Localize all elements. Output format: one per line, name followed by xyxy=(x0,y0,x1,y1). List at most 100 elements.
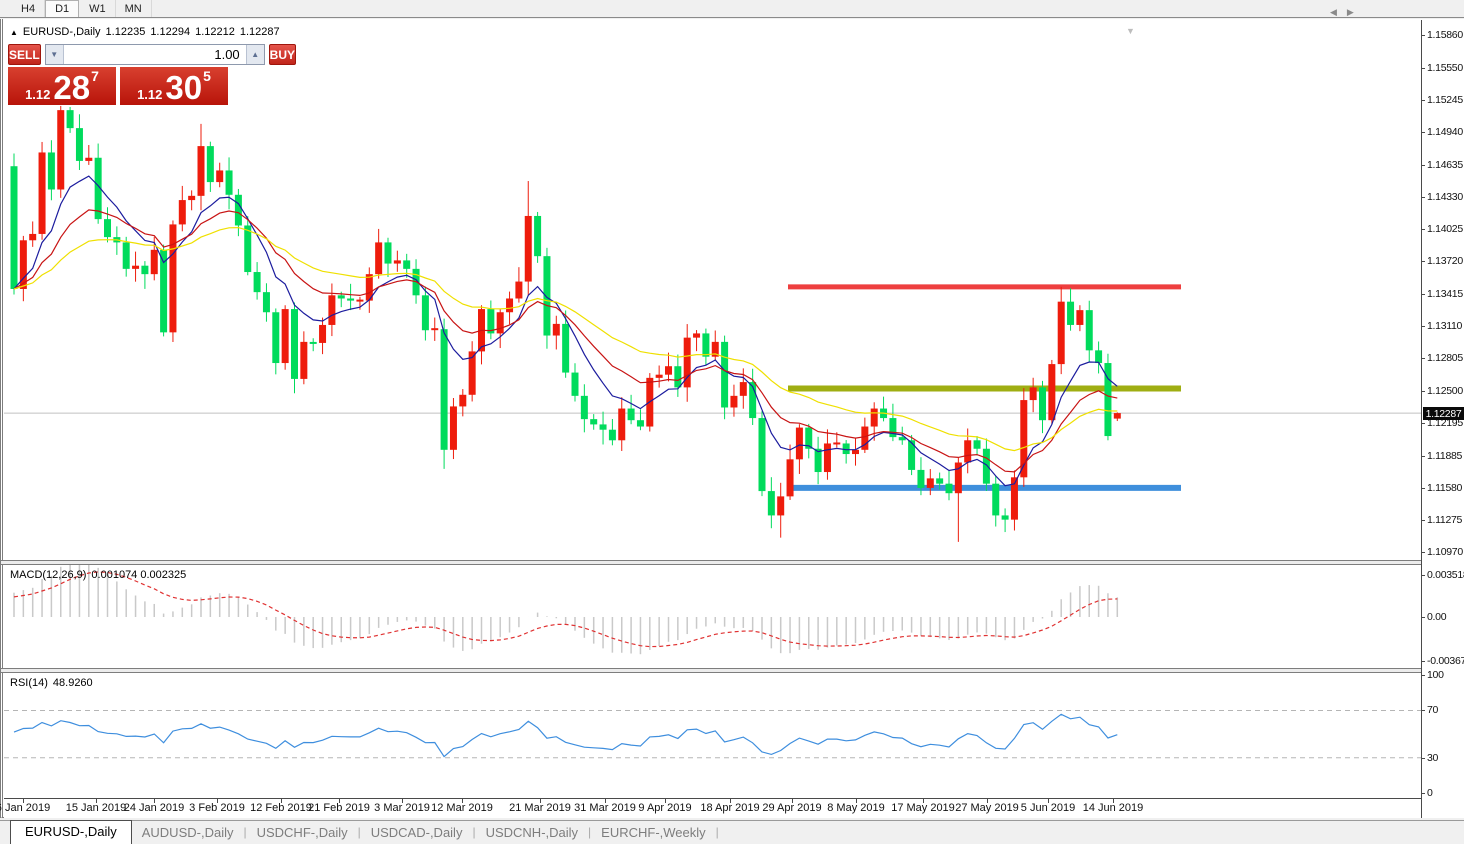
time-axis-tick xyxy=(923,799,924,803)
price-axis-label: 1.14330 xyxy=(1427,190,1463,203)
current-price-badge: 1.12287 xyxy=(1423,407,1464,421)
collapse-panel-icon[interactable]: ▲ xyxy=(10,27,18,37)
tab-separator: | xyxy=(472,825,476,839)
main-chart-canvas[interactable] xyxy=(4,20,1421,560)
time-axis-tick xyxy=(987,799,988,803)
price-axis-label: 1.12805 xyxy=(1427,352,1463,365)
axis-tick xyxy=(1422,196,1425,198)
macd-title: MACD(12,26,9) 0.001074 0.002325 xyxy=(10,569,186,581)
price-axis-label: 100 xyxy=(1427,669,1444,681)
price-axis-label: 1.11885 xyxy=(1427,449,1463,462)
axis-tick xyxy=(1422,164,1425,166)
buy-price-quote[interactable]: 1.12 30 5 xyxy=(120,67,228,105)
timeframe-button-h4[interactable]: H4 xyxy=(12,0,46,17)
rsi-label: RSI(14) xyxy=(10,677,48,689)
volume-input[interactable] xyxy=(63,45,246,64)
date-axis-label: 27 May 2019 xyxy=(955,802,1019,814)
buy-button[interactable]: BUY xyxy=(268,44,297,65)
timeframe-toolbar: H4 D1 W1 MN xyxy=(0,0,1464,18)
buy-price-point: 5 xyxy=(203,68,211,84)
sell-button[interactable]: SELL xyxy=(8,44,41,65)
ohlc-close: 1.12287 xyxy=(239,26,280,38)
time-axis-tick xyxy=(23,799,24,803)
axis-tick xyxy=(1422,675,1425,676)
axis-tick xyxy=(1422,293,1425,295)
chart-shift-marker-icon[interactable]: ▼ xyxy=(1126,26,1135,36)
time-axis-tick xyxy=(665,799,666,803)
buy-price-prefix: 1.12 xyxy=(137,87,163,102)
price-axis-label: 1.14635 xyxy=(1427,158,1463,171)
time-axis-tick xyxy=(1048,799,1049,803)
price-axis-label: 1.13720 xyxy=(1427,255,1463,268)
date-axis-label: 14 Jun 2019 xyxy=(1082,802,1144,814)
buy-price-pips: 30 xyxy=(165,68,203,106)
axis-tick xyxy=(1422,574,1425,576)
axis-tick xyxy=(1422,261,1425,263)
price-axis-label: 1.14940 xyxy=(1427,126,1463,139)
timeframe-button-d1[interactable]: D1 xyxy=(45,0,80,17)
date-axis-label: 29 Apr 2019 xyxy=(762,802,822,814)
price-axis-label: 1.10970 xyxy=(1427,546,1463,559)
tab-scroll-right-icon[interactable]: ▶ xyxy=(1346,7,1354,17)
date-axis-label: 21 Mar 2019 xyxy=(509,802,571,814)
timeframe-button-w1[interactable]: W1 xyxy=(80,0,116,17)
tab-separator: | xyxy=(588,825,592,839)
date-axis-label: 3 Mar 2019 xyxy=(374,802,430,814)
axis-tick xyxy=(1422,132,1425,134)
macd-panel-canvas[interactable] xyxy=(4,565,1421,668)
chart-window xyxy=(0,19,1464,818)
time-axis-tick xyxy=(96,799,97,803)
axis-tick xyxy=(1422,390,1425,392)
price-axis-label: 1.15860 xyxy=(1427,29,1463,41)
panel-splitter[interactable] xyxy=(1,560,1464,565)
axis-tick xyxy=(1422,710,1425,712)
tab-separator: | xyxy=(243,825,247,839)
date-axis-label: 21 Feb 2019 xyxy=(308,802,370,814)
price-axis[interactable]: 1.15860 1.15550 1.15245 1.14940 1.14635 1.143… xyxy=(1421,20,1464,818)
symbol-tab-usdcnh[interactable]: USDCNH-,Daily xyxy=(485,825,579,840)
axis-tick xyxy=(1422,660,1425,662)
price-axis-label: 0.003518 xyxy=(1427,568,1464,581)
volume-decrease-icon[interactable]: ▼ xyxy=(45,45,64,64)
macd-label: MACD(12,26,9) xyxy=(10,569,87,581)
volume-increase-icon[interactable]: ▲ xyxy=(245,45,264,64)
ohlc-open: 1.12235 xyxy=(105,26,146,38)
rsi-panel-canvas[interactable] xyxy=(4,673,1421,798)
price-axis-label: 1.15550 xyxy=(1427,61,1463,74)
axis-tick xyxy=(1422,552,1425,554)
time-axis[interactable]: 6 Jan 2019 15 Jan 2019 24 Jan 2019 3 Feb 20… xyxy=(0,798,1421,818)
timeframe-button-mn[interactable]: MN xyxy=(116,0,152,17)
symbol-tab-eurchf[interactable]: EURCHF-,Weekly xyxy=(601,825,706,840)
date-axis-label: 31 Mar 2019 xyxy=(574,802,636,814)
axis-tick xyxy=(1422,520,1425,522)
symbol-tab-usdcad[interactable]: USDCAD-,Daily xyxy=(370,825,463,840)
axis-tick xyxy=(1422,358,1425,360)
volume-stepper: ▼ ▲ xyxy=(44,44,265,65)
axis-tick xyxy=(1422,793,1425,795)
tab-scroll-left-icon[interactable]: ◀ xyxy=(1330,7,1337,17)
ma-line-slow-ema xyxy=(13,226,1118,452)
symbol-tab-audusd[interactable]: AUDUSD-,Daily xyxy=(141,825,234,840)
axis-tick xyxy=(1422,229,1425,231)
time-axis-tick xyxy=(1113,799,1114,803)
time-axis-tick xyxy=(402,799,403,803)
candle-series xyxy=(10,105,1121,542)
time-axis-tick xyxy=(281,799,282,803)
panel-splitter[interactable] xyxy=(1,668,1464,673)
sell-price-quote[interactable]: 1.12 28 7 xyxy=(8,67,116,105)
time-axis-tick xyxy=(856,799,857,803)
rsi-value: 48.9260 xyxy=(52,677,93,689)
price-axis-label: 1.14025 xyxy=(1427,223,1463,236)
symbol-tab-usdchf[interactable]: USDCHF-,Daily xyxy=(256,825,348,840)
rsi-title: RSI(14) 48.9260 xyxy=(10,677,93,689)
time-axis-tick xyxy=(217,799,218,803)
date-axis-label: 12 Mar 2019 xyxy=(431,802,493,814)
axis-tick xyxy=(1422,67,1425,69)
axis-tick xyxy=(1422,326,1425,327)
chart-symbol-title: EURUSD-,Daily xyxy=(22,26,101,38)
time-axis-tick xyxy=(792,799,793,803)
symbol-tab-eurusd[interactable]: EURUSD-,Daily xyxy=(10,820,132,844)
axis-tick xyxy=(1422,617,1425,618)
one-click-trade-panel: SELL ▼ ▲ BUY 1.12 28 7 1.12 30 5 xyxy=(8,44,297,105)
price-axis-label: 1.12500 xyxy=(1427,384,1463,397)
